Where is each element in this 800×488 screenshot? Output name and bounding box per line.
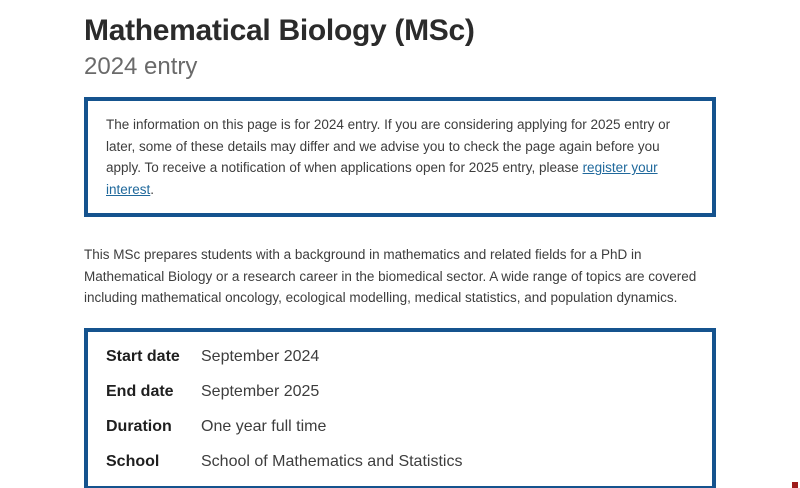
entry-year-subtitle: 2024 entry: [84, 52, 198, 80]
fact-label-end-date: End date: [106, 382, 174, 400]
entry-notice-box: The information on this page is for 2024…: [84, 97, 716, 218]
notice-text-end: .: [150, 181, 155, 197]
notice-text: The information on this page is for 2024…: [106, 117, 671, 176]
fact-label-school: School: [106, 452, 160, 470]
fact-value-start-date: September 2024: [201, 347, 320, 365]
fact-label-start-date: Start date: [106, 347, 180, 365]
fact-value-school: School of Mathematics and Statistics: [201, 452, 463, 470]
fact-value-end-date: September 2025: [201, 382, 320, 400]
register-interest-link[interactable]: register your interest: [106, 160, 658, 197]
page-title: Mathematical Biology (MSc): [84, 14, 475, 47]
red-cursor-fragment: [792, 482, 798, 488]
course-intro-paragraph: This MSc prepares students with a backgr…: [84, 247, 697, 306]
fact-label-duration: Duration: [106, 417, 172, 435]
course-facts-box: Start date September 2024 End date Septe…: [84, 327, 716, 488]
fact-value-duration: One year full time: [201, 417, 327, 435]
